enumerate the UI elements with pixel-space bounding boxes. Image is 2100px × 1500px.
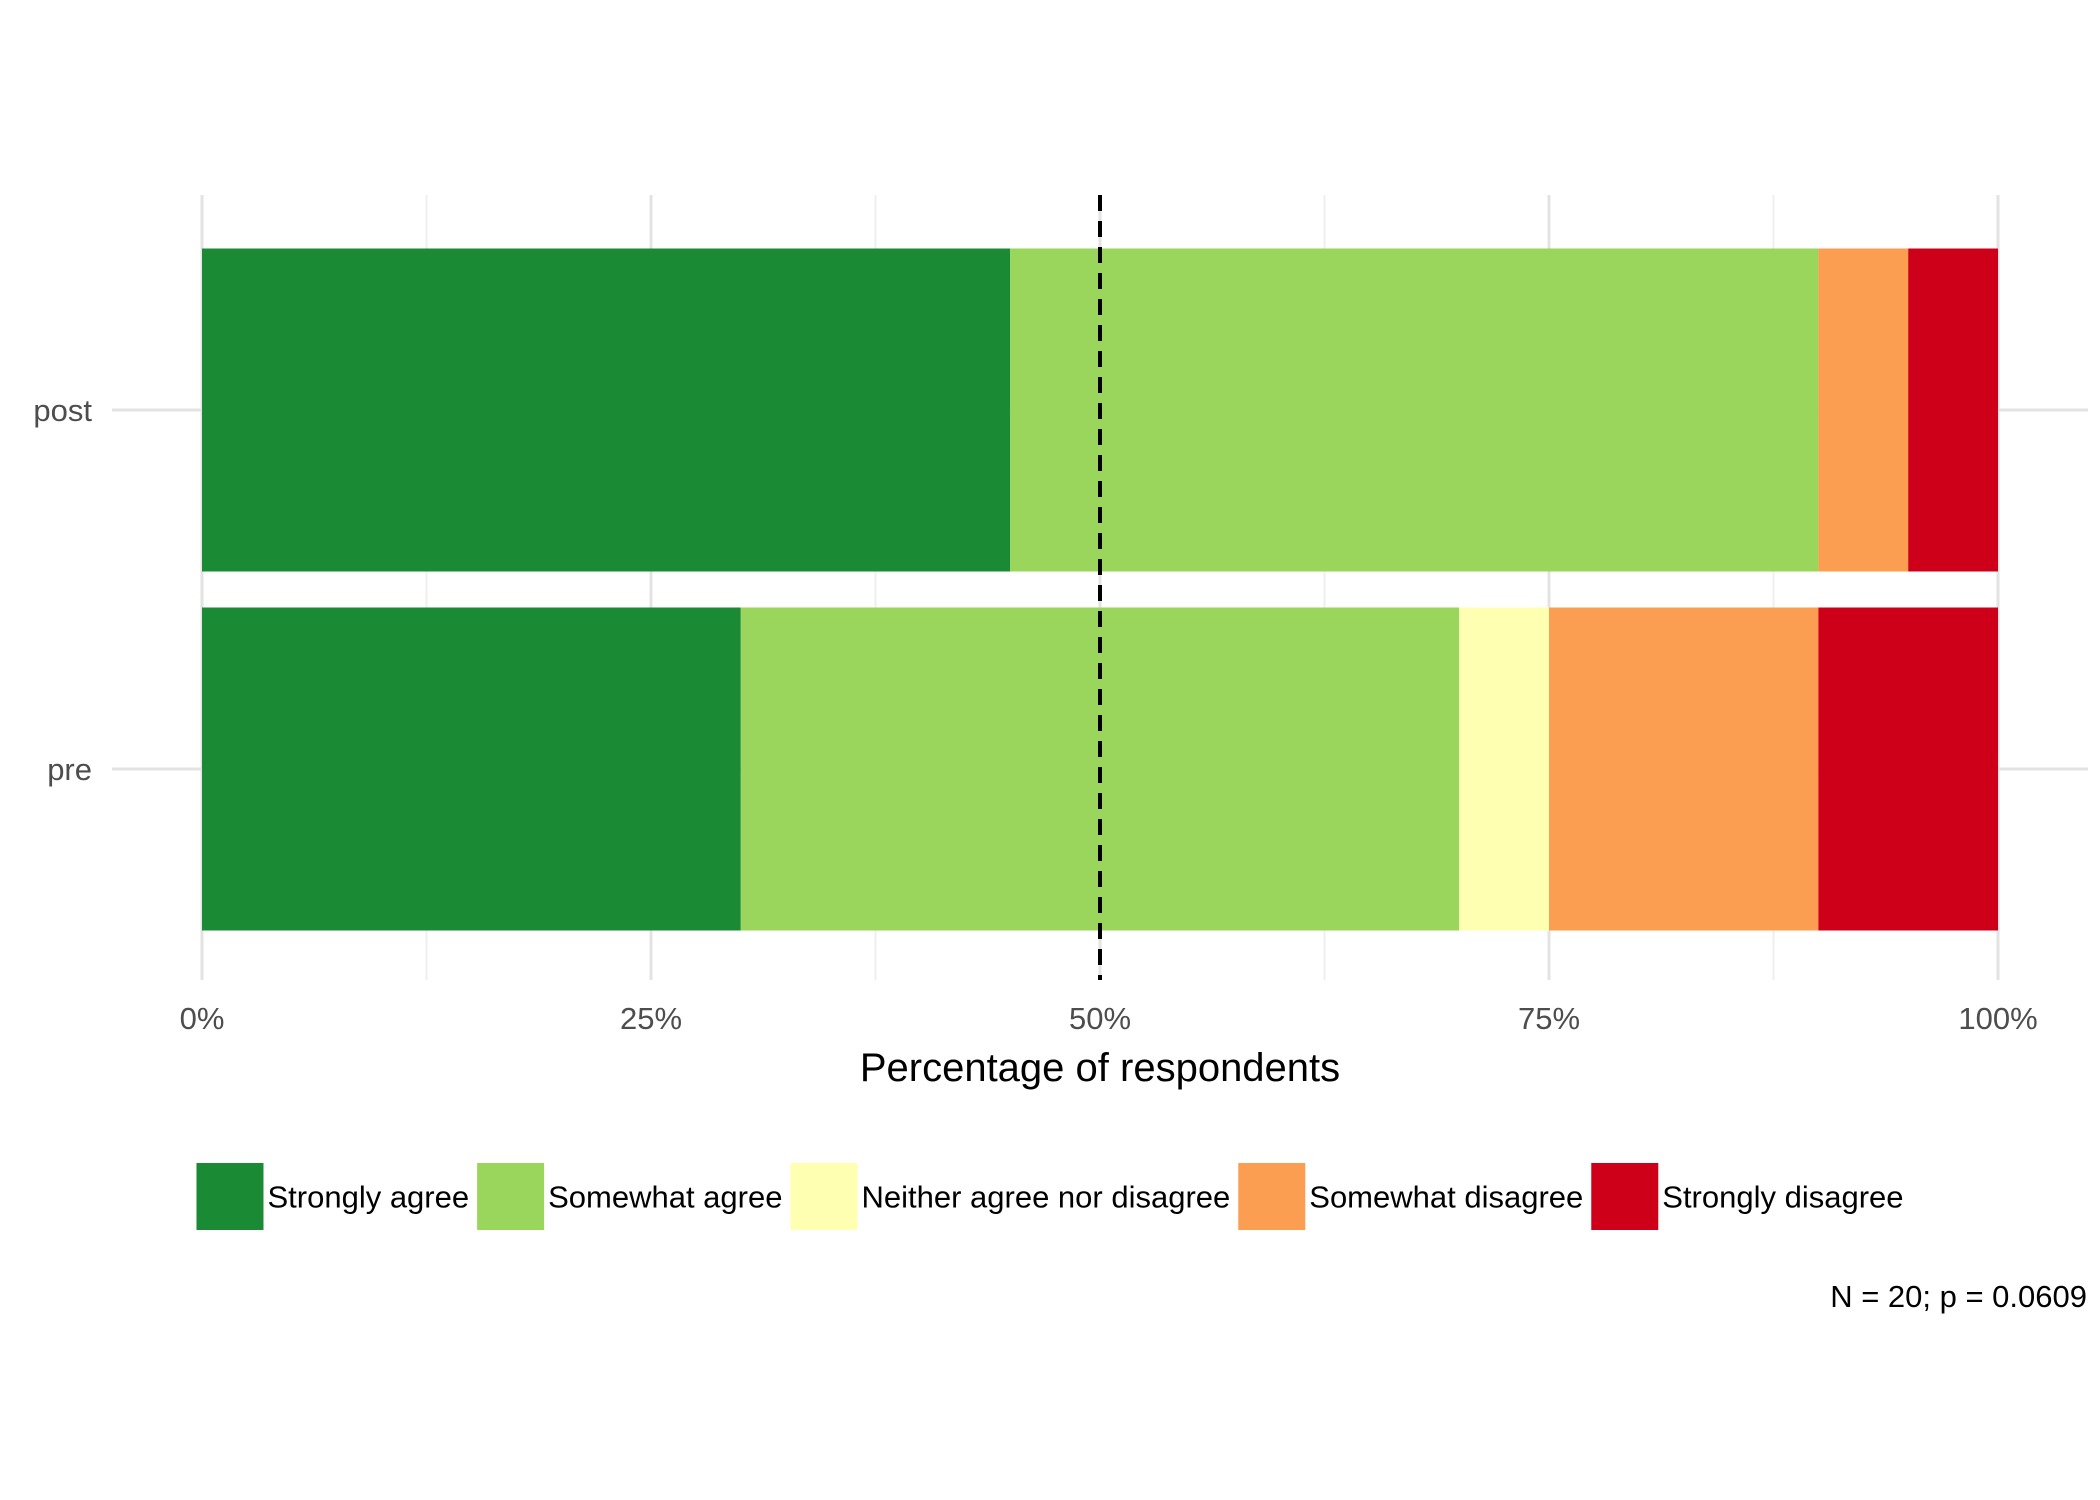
bar-pre-segment-3 (1549, 607, 1819, 931)
y-axis-tick-labels: post pre (33, 393, 92, 787)
bar-pre-segment-4 (1818, 607, 1998, 931)
x-tick-label-0: 0% (180, 1001, 225, 1036)
bar-pre-segment-0 (202, 607, 741, 931)
bar-post-segment-1 (1010, 248, 1819, 572)
legend-key-3 (1238, 1163, 1306, 1230)
x-tick-label-3: 75% (1518, 1001, 1580, 1036)
legend-label-2: Neither agree nor disagree (861, 1180, 1230, 1215)
x-axis-tick-labels: 0% 25% 50% 75% 100% (180, 1001, 2038, 1036)
bar-post-segment-4 (1908, 248, 1998, 572)
legend-key-1 (477, 1163, 545, 1230)
x-tick-label-1: 25% (620, 1001, 682, 1036)
x-tick-label-2: 50% (1069, 1001, 1131, 1036)
bar-pre-segment-2 (1459, 607, 1549, 931)
legend-key-2 (790, 1163, 858, 1230)
bar-post-segment-0 (202, 248, 1011, 572)
legend-label-3: Somewhat disagree (1309, 1180, 1583, 1215)
x-axis-title: Percentage of respondents (860, 1046, 1340, 1090)
legend: Strongly agree Somewhat agree Neither agre… (196, 1163, 1904, 1230)
legend-label-4: Strongly disagree (1662, 1180, 1903, 1215)
stacked-bars (202, 248, 1998, 931)
legend-label-0: Strongly agree (267, 1180, 469, 1215)
y-tick-label-post: post (33, 393, 92, 428)
chart-caption: N = 20; p = 0.0609 (1830, 1279, 2087, 1314)
legend-label-1: Somewhat agree (548, 1180, 782, 1215)
x-tick-label-4: 100% (1958, 1001, 2037, 1036)
y-tick-label-pre: pre (47, 752, 92, 787)
legend-key-4 (1591, 1163, 1659, 1230)
legend-key-0 (196, 1163, 264, 1230)
bar-post-segment-3 (1818, 248, 1909, 572)
